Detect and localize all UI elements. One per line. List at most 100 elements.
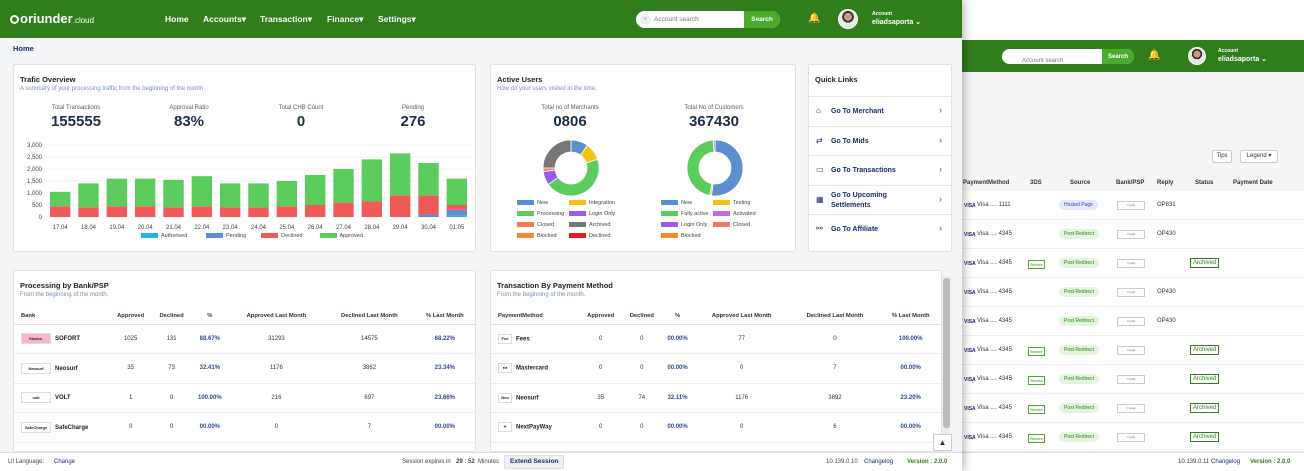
search-button[interactable]: Search [744, 11, 780, 28]
column-header[interactable]: % Last Month [880, 308, 941, 325]
bg-table-row[interactable]: VISA Visa .... 4345 Secure Post Redirect ▭ p… [920, 394, 1304, 423]
column-header[interactable]: Declined Last Month [324, 308, 415, 325]
donut-legend-item[interactable]: Login Only [569, 211, 615, 217]
bg-changelog-link[interactable]: Changelog [1211, 459, 1241, 465]
bar-segment[interactable] [389, 153, 411, 196]
bg-table-row[interactable]: VISA Visa .... 1111 Hosted Page ▭ psp OP831 [920, 191, 1304, 220]
donut-legend-item[interactable]: Processing [517, 211, 564, 217]
account-menu[interactable]: Account eliadsaporta ⌄ [872, 11, 921, 26]
legend-item[interactable]: Pending [206, 233, 246, 239]
bg-avatar[interactable] [1188, 47, 1206, 65]
bg-column-header[interactable]: Status [1195, 180, 1214, 186]
bg-column-header[interactable]: Reply [1157, 180, 1174, 186]
quick-link-item[interactable]: ⇄ Go To Mids › [809, 125, 952, 155]
menu-settings[interactable]: Settings▾ [378, 14, 416, 24]
bar-segment[interactable] [191, 206, 213, 217]
bar-segment[interactable] [163, 207, 184, 217]
table-row[interactable]: volt VOLT 1 0 100.00% 216 697 23.66% [14, 383, 475, 413]
donut-legend-item[interactable]: Archived [569, 222, 610, 228]
bar-segment[interactable] [276, 181, 298, 207]
quick-link-item[interactable]: ▦ Go To Upcoming Settlements › [809, 184, 952, 214]
donut-legend-item[interactable]: Blocked [517, 233, 557, 239]
quick-link-item[interactable]: ⌂ Go To Merchant › [809, 96, 952, 125]
column-header[interactable]: Approved [579, 308, 623, 325]
bar-segment[interactable] [361, 159, 383, 202]
bar-segment[interactable] [219, 207, 241, 217]
donut-legend-item[interactable]: Activated [713, 211, 756, 217]
avatar[interactable] [838, 9, 858, 29]
bar-segment[interactable] [106, 178, 128, 207]
bar-segment[interactable] [333, 202, 354, 217]
donut-legend-item[interactable]: New [661, 200, 692, 206]
column-header[interactable]: Approved [109, 308, 153, 325]
column-header[interactable]: Approved Last Month [228, 308, 325, 325]
column-header[interactable]: PaymentMethod [491, 308, 579, 325]
quick-link-item[interactable]: ⚯ Go To Affiliate › [809, 214, 952, 243]
bar-segment[interactable] [333, 169, 354, 203]
bg-account-menu[interactable]: Account eliadsaporta ⌄ [1218, 48, 1267, 63]
column-header[interactable]: Bank [14, 308, 109, 325]
bg-column-header[interactable]: Payment Date [1233, 180, 1273, 186]
donut-legend-item[interactable]: Fully active [661, 211, 709, 217]
bg-column-header[interactable]: Bank/PSP [1116, 180, 1145, 186]
column-header[interactable]: Declined [152, 308, 191, 325]
donut-legend-item[interactable]: Integration [569, 200, 615, 206]
table-row[interactable]: Klarna. SOFORT 1025 131 88.67% 31293 14575 68.2… [14, 324, 475, 354]
donut-legend-item[interactable]: Testing [713, 200, 750, 206]
bg-table-row[interactable]: VISA Visa .... 4345 Secure Post Redirect ▭ p… [920, 336, 1304, 365]
table-row[interactable]: Neosurf Neosurf 35 73 32.41% 1176 3862 23.34% [14, 353, 475, 384]
bar-segment[interactable] [134, 178, 156, 207]
legend-button[interactable]: Legend ▾ [1240, 150, 1278, 163]
bar-segment[interactable] [49, 191, 71, 207]
scroll-to-top-button[interactable]: ▲ [933, 434, 952, 451]
bar-segment[interactable] [304, 205, 326, 217]
bg-bell-icon[interactable]: 🔔 [1148, 50, 1161, 61]
bar-segment[interactable] [191, 176, 213, 207]
bar-segment[interactable] [446, 178, 468, 205]
bar-segment[interactable] [446, 205, 468, 210]
donut-legend-item[interactable]: Login Only [661, 222, 707, 228]
changelog-link[interactable]: Changelog [864, 459, 894, 465]
bg-column-header[interactable]: Source [1070, 180, 1091, 186]
bar-segment[interactable] [248, 183, 269, 208]
bg-column-header[interactable]: PaymentMethod [963, 180, 1010, 186]
legend-item[interactable]: Authorised [141, 233, 187, 239]
column-header[interactable]: Approved Last Month [693, 308, 790, 325]
search-input[interactable] [654, 11, 742, 28]
donut-legend-item[interactable]: Blocked [661, 233, 701, 239]
logo[interactable]: oriunder.cloud [10, 11, 94, 26]
bg-table-row[interactable]: VISA Visa .... 4345 Post Redirect ▭ psp OP43… [920, 307, 1304, 336]
bg-search-button[interactable]: Search [1102, 49, 1134, 64]
bar-segment[interactable] [78, 183, 99, 208]
bar-segment[interactable] [304, 175, 326, 205]
bar-segment[interactable] [134, 206, 156, 217]
column-header[interactable]: % [661, 308, 694, 325]
bar-segment[interactable] [361, 201, 383, 217]
menu-accounts[interactable]: Accounts▾ [203, 14, 246, 24]
donut-slice[interactable] [542, 139, 572, 169]
bg-table-row[interactable]: VISA Visa .... 4345 Secure Post Redirect ▭ p… [920, 423, 1304, 452]
table-row[interactable]: Fee Fees 0 0 00.00% 77 0 100.00% [491, 324, 941, 354]
table-row[interactable]: ●● Mastercard 0 0 00.00% 0 7 00.00% [491, 353, 941, 384]
donut-slice[interactable] [711, 139, 744, 197]
legend-item[interactable]: Declined [261, 233, 303, 239]
bg-search-input[interactable] [1002, 53, 1098, 64]
donut-legend-item[interactable]: Closed [713, 222, 750, 228]
bar-segment[interactable] [389, 195, 411, 217]
donut-legend-item[interactable]: New [517, 200, 548, 206]
bar-segment[interactable] [276, 206, 298, 217]
bar-segment[interactable] [106, 206, 128, 217]
menu-home[interactable]: Home [165, 14, 189, 24]
column-header[interactable]: % [190, 308, 229, 325]
bar-segment[interactable] [418, 195, 439, 215]
bar-segment[interactable] [446, 209, 468, 216]
menu-finance[interactable]: Finance▾ [327, 14, 364, 24]
legend-item[interactable]: Approved [319, 233, 363, 239]
bell-icon[interactable]: 🔔 [808, 13, 821, 24]
bg-table-row[interactable]: VISA Visa .... 4345 Secure Post Redirect ▭ p… [920, 249, 1304, 278]
bg-column-header[interactable]: 3DS [1030, 180, 1042, 186]
column-header[interactable]: Declined Last Month [789, 308, 881, 325]
donut-slice[interactable] [686, 139, 715, 196]
quick-link-item[interactable]: ▭ Go To Transactions › [809, 155, 952, 184]
table-row[interactable]: Neo Neosurf 35 74 32.11% 1176 3892 23.20% [491, 383, 941, 413]
